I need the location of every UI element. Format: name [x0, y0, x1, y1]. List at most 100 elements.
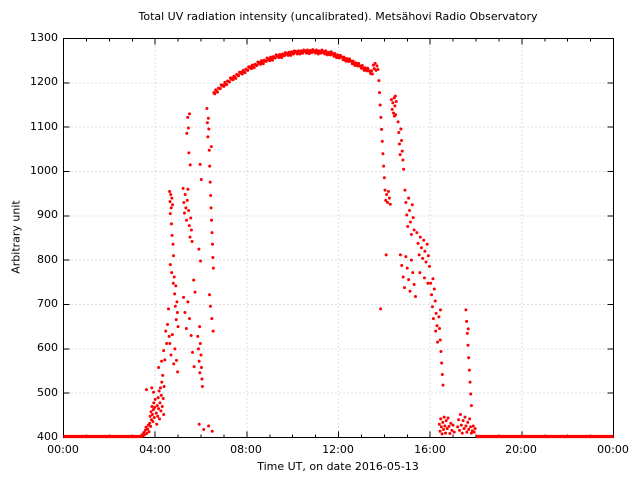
data-point: [166, 322, 170, 326]
data-point: [199, 365, 203, 369]
data-point: [392, 111, 395, 115]
data-point: [366, 66, 370, 70]
data-point: [172, 254, 175, 258]
data-point: [443, 424, 447, 428]
data-point: [188, 317, 192, 321]
data-point: [469, 404, 473, 408]
data-point: [410, 203, 414, 207]
y-tick-label-800: 800: [37, 253, 58, 266]
data-point: [149, 410, 153, 414]
data-point: [206, 135, 210, 139]
data-point: [200, 385, 204, 389]
data-point: [166, 307, 170, 311]
x-tick-label-0400: 04:00: [139, 443, 171, 456]
data-point: [333, 52, 337, 56]
data-point: [448, 432, 452, 436]
data-point: [185, 131, 189, 135]
data-point: [472, 430, 476, 434]
data-point: [199, 177, 203, 181]
data-point: [441, 428, 445, 432]
data-point: [202, 428, 206, 432]
data-point: [172, 362, 176, 366]
data-point: [210, 317, 214, 321]
data-point: [444, 431, 448, 435]
data-point: [404, 201, 408, 205]
data-point: [464, 424, 468, 428]
data-point: [386, 201, 390, 205]
data-point: [408, 209, 412, 213]
data-point: [148, 414, 152, 418]
data-point: [438, 308, 442, 312]
data-point: [421, 256, 425, 260]
data-point: [386, 189, 390, 193]
data-point: [411, 271, 415, 275]
data-point: [393, 104, 397, 108]
data-point: [198, 342, 202, 346]
data-point: [465, 319, 469, 323]
data-point: [438, 338, 442, 342]
data-point: [468, 417, 472, 421]
data-point: [157, 407, 161, 411]
x-tick-label-2000: 20:00: [505, 443, 537, 456]
data-point: [155, 404, 159, 408]
data-point: [205, 121, 209, 125]
data-point: [351, 59, 355, 63]
data-point: [210, 231, 214, 235]
data-point: [370, 72, 374, 76]
data-point: [429, 281, 433, 285]
y-tick-label-1200: 1200: [30, 75, 58, 88]
data-point: [465, 430, 469, 434]
data-point: [396, 120, 400, 124]
data-point: [360, 64, 364, 68]
data-point: [153, 405, 157, 409]
data-point: [149, 424, 153, 428]
data-point: [210, 429, 214, 433]
x-tick-label-1200: 12:00: [322, 443, 354, 456]
data-point: [469, 392, 473, 396]
data-point: [160, 359, 164, 363]
data-point: [415, 231, 419, 235]
data-point: [174, 358, 178, 362]
data-point: [159, 393, 163, 397]
y-tick-label-1000: 1000: [30, 164, 58, 177]
data-point: [441, 420, 445, 424]
data-point: [181, 186, 185, 190]
data-point: [207, 127, 211, 131]
data-point: [175, 310, 179, 314]
x-tick-label-0000b: 00:00: [597, 443, 629, 456]
data-point: [170, 271, 174, 275]
data-point: [400, 138, 404, 142]
data-point: [370, 69, 373, 73]
data-point: [168, 342, 172, 346]
data-point: [185, 198, 189, 202]
data-point: [426, 254, 430, 258]
data-point: [199, 353, 203, 357]
data-point: [382, 164, 386, 168]
data-point: [176, 325, 180, 329]
x-tick-label-0000a: 00:00: [47, 443, 79, 456]
data-point: [168, 200, 172, 204]
data-point: [458, 428, 461, 432]
data-point: [417, 253, 421, 257]
data-point: [466, 327, 470, 331]
data-point: [422, 276, 426, 280]
data-point: [169, 206, 173, 210]
x-tick-label-1600: 16:00: [414, 443, 446, 456]
data-point: [457, 418, 461, 422]
data-point: [381, 152, 385, 156]
data-point: [376, 68, 380, 72]
data-point: [437, 315, 441, 319]
data-point: [407, 278, 411, 282]
data-point: [164, 329, 168, 333]
data-point: [176, 370, 180, 374]
data-point: [447, 424, 451, 428]
data-point: [173, 304, 177, 308]
y-tick-label-700: 700: [37, 297, 58, 310]
data-point: [209, 145, 213, 149]
data-point: [464, 308, 468, 312]
data-point: [142, 433, 146, 437]
data-point: [170, 333, 174, 337]
data-point: [170, 233, 174, 237]
data-point: [160, 380, 164, 384]
data-point: [446, 416, 450, 420]
